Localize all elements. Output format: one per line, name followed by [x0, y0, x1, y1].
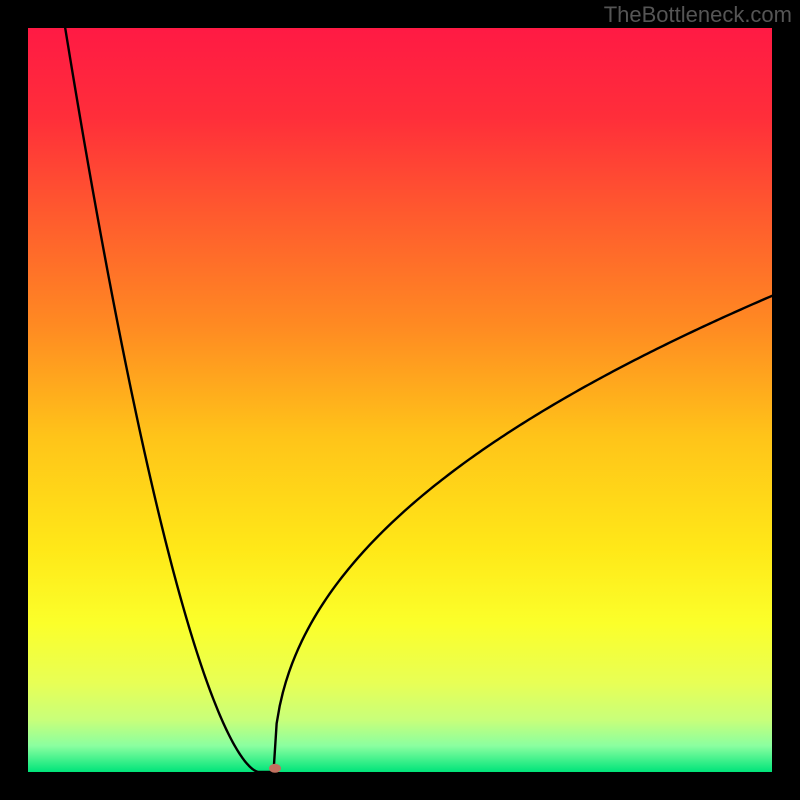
- plot-background: [28, 28, 772, 772]
- optimum-marker: [269, 764, 281, 773]
- watermark-text: TheBottleneck.com: [604, 2, 792, 28]
- chart-container: TheBottleneck.com: [0, 0, 800, 800]
- chart-svg: [0, 0, 800, 800]
